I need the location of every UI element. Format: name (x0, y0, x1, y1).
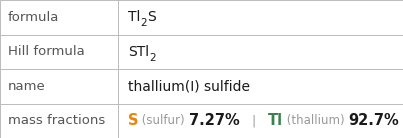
Text: S: S (147, 10, 156, 24)
Text: name: name (8, 80, 46, 93)
Text: (thallium): (thallium) (283, 114, 348, 127)
Text: Tl: Tl (268, 113, 283, 128)
Text: S: S (128, 113, 139, 128)
Text: 7.27%: 7.27% (189, 113, 240, 128)
Text: mass fractions: mass fractions (8, 114, 105, 127)
Text: formula: formula (8, 11, 59, 24)
Text: thallium(I) sulfide: thallium(I) sulfide (128, 79, 250, 93)
Text: |: | (240, 114, 268, 127)
Text: Tl: Tl (128, 10, 140, 24)
Text: 92.7%: 92.7% (348, 113, 399, 128)
Text: Hill formula: Hill formula (8, 45, 85, 58)
Text: (sulfur): (sulfur) (139, 114, 189, 127)
Text: 2: 2 (140, 18, 147, 28)
Text: 2: 2 (149, 53, 156, 63)
Text: STl: STl (128, 45, 149, 59)
